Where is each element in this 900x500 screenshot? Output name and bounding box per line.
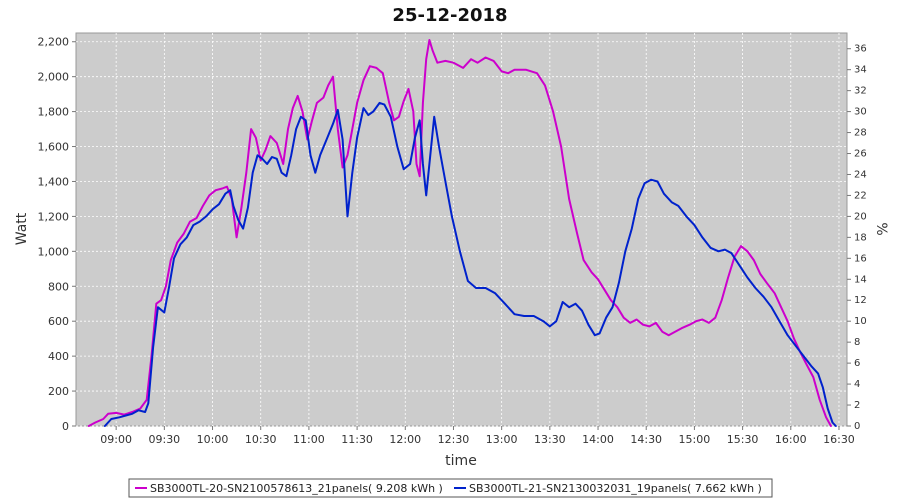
y-right-tick-label: 2 — [854, 400, 860, 411]
legend-box — [128, 478, 773, 498]
x-tick-label: 15:30 — [727, 433, 759, 446]
y-right-tick-label: 26 — [854, 149, 867, 160]
y-tick-label: 1,400 — [38, 175, 70, 188]
x-tick-label: 11:00 — [293, 433, 325, 446]
axes: 02004006008001,0001,2001,4001,6001,8002,… — [38, 36, 867, 446]
y-tick-label: 600 — [48, 315, 69, 328]
y-tick-label: 2,000 — [38, 71, 70, 84]
x-tick-label: 09:30 — [148, 433, 180, 446]
y-tick-label: 1,800 — [38, 106, 70, 119]
y-right-tick-label: 8 — [854, 337, 860, 348]
x-tick-label: 12:00 — [389, 433, 421, 446]
y-right-tick-label: 30 — [854, 107, 867, 118]
y-axis-right-title: % — [873, 222, 889, 235]
y-right-tick-label: 10 — [854, 316, 867, 327]
y-tick-label: 1,000 — [38, 245, 70, 258]
y-tick-label: 800 — [48, 280, 69, 293]
y-right-tick-label: 28 — [854, 128, 867, 139]
y-right-tick-label: 34 — [854, 65, 867, 76]
y-right-tick-label: 4 — [854, 379, 860, 390]
plot-area — [75, 32, 848, 427]
y-axis-title: Watt — [14, 212, 30, 245]
x-axis-title: time — [445, 453, 477, 469]
x-tick-label: 11:30 — [341, 433, 373, 446]
x-tick-label: 16:30 — [823, 433, 855, 446]
y-right-tick-label: 32 — [854, 86, 867, 97]
x-tick-label: 10:30 — [245, 433, 277, 446]
y-right-tick-label: 6 — [854, 358, 860, 369]
y-tick-label: 2,200 — [38, 36, 70, 49]
chart-title: 25-12-2018 — [392, 5, 507, 26]
x-tick-label: 13:00 — [486, 433, 518, 446]
legend-entry: SB3000TL-21-SN2130032031_19panels( 7.662… — [469, 482, 762, 495]
y-tick-label: 1,600 — [38, 141, 70, 154]
y-tick-label: 0 — [62, 420, 69, 433]
y-tick-label: 200 — [48, 385, 69, 398]
y-right-tick-label: 36 — [854, 44, 867, 55]
y-right-tick-label: 24 — [854, 169, 867, 180]
series-layer — [87, 39, 837, 427]
y-right-tick-label: 18 — [854, 232, 867, 243]
y-right-tick-label: 22 — [854, 190, 867, 201]
grid-lines — [76, 33, 847, 427]
y-right-tick-label: 16 — [854, 253, 867, 264]
y-tick-label: 1,200 — [38, 210, 70, 223]
x-tick-label: 14:30 — [630, 433, 662, 446]
x-tick-label: 16:00 — [775, 433, 807, 446]
series-line-1 — [103, 101, 837, 427]
x-tick-label: 10:00 — [197, 433, 229, 446]
y-right-tick-label: 12 — [854, 295, 867, 306]
x-tick-label: 12:30 — [438, 433, 470, 446]
x-tick-label: 09:00 — [100, 433, 132, 446]
x-tick-label: 13:30 — [534, 433, 566, 446]
x-tick-label: 15:00 — [679, 433, 711, 446]
y-right-tick-label: 14 — [854, 274, 867, 285]
y-tick-label: 400 — [48, 350, 69, 363]
y-right-tick-label: 20 — [854, 211, 867, 222]
x-tick-label: 14:00 — [582, 433, 614, 446]
y-right-tick-label: 0 — [854, 421, 860, 432]
legend-entry: SB3000TL-20-SN2100578613_21panels( 9.208… — [150, 482, 443, 495]
legend: SB3000TL-20-SN2100578613_21panels( 9.208… — [128, 478, 773, 498]
